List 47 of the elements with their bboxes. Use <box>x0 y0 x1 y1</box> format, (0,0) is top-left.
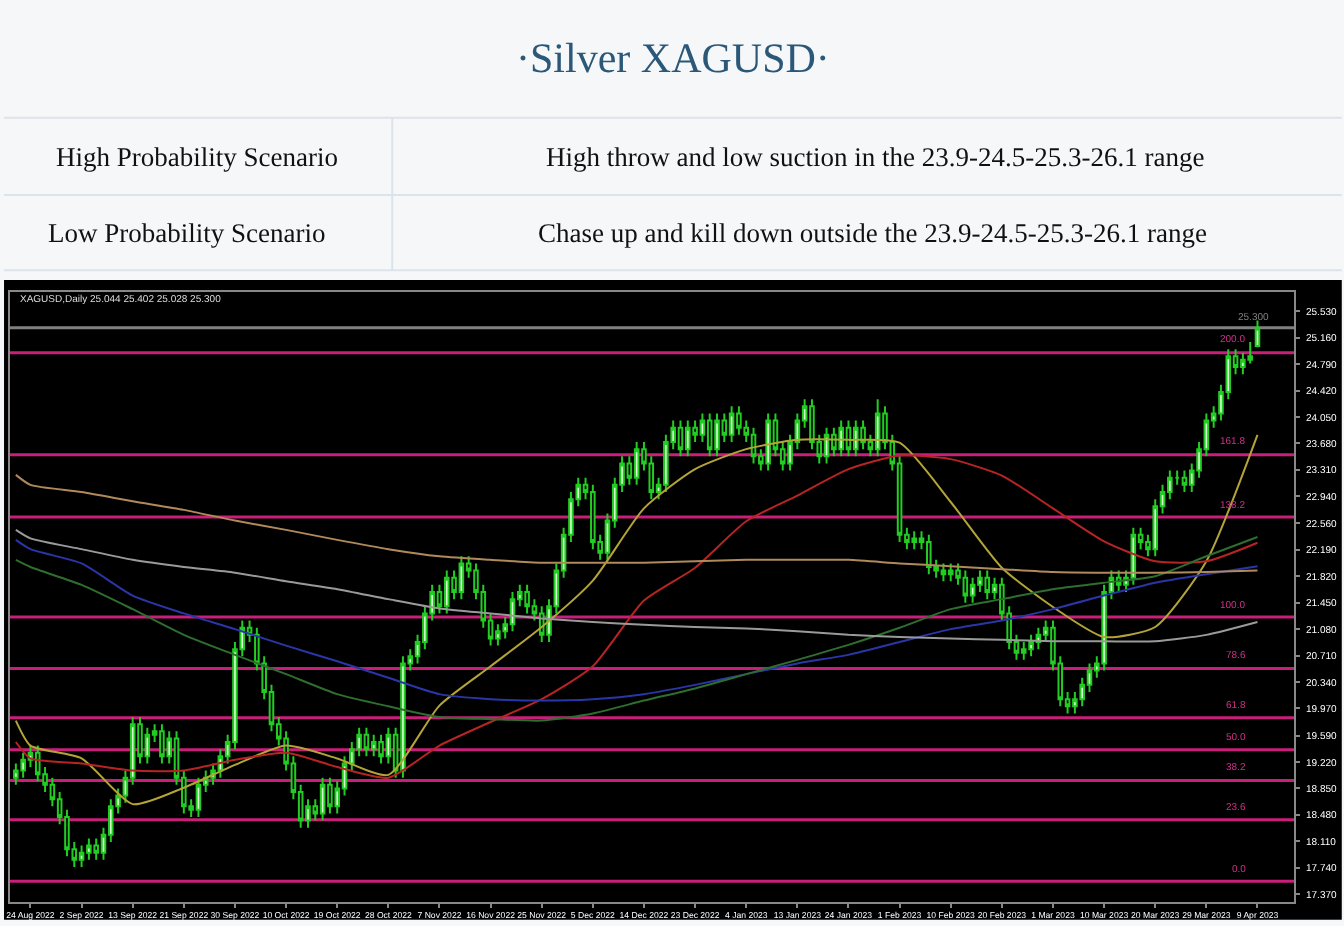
candlestick <box>765 412 771 472</box>
candlestick <box>1181 469 1188 493</box>
candlestick <box>823 426 830 465</box>
candlestick <box>736 405 742 436</box>
candlestick <box>677 419 684 458</box>
candlestick <box>874 398 881 458</box>
candlestick <box>714 412 720 458</box>
candlestick <box>458 555 465 601</box>
line-series <box>14 528 1259 643</box>
chart-title: ·Silver XAGUSD· <box>516 34 830 82</box>
text: High throw and low suction in the 23.9-24.5-25.3-26.1 range <box>546 142 1205 172</box>
candlestick <box>947 562 954 583</box>
candlestick <box>852 419 859 458</box>
line-series <box>14 473 1259 574</box>
candlestick <box>911 530 917 551</box>
candlestick <box>984 569 991 601</box>
candlestick <box>969 576 976 604</box>
candlestick <box>524 583 530 615</box>
candlestick <box>728 405 735 443</box>
candlestick <box>509 591 516 633</box>
candlestick <box>962 569 969 604</box>
candlestick <box>831 426 837 458</box>
candlestick <box>195 776 202 818</box>
candlestick <box>860 419 866 451</box>
candlestick <box>1028 633 1034 658</box>
candlestick <box>86 837 92 861</box>
candlestick <box>159 723 165 765</box>
candlestick <box>443 569 450 615</box>
candlestick <box>363 726 370 758</box>
candlestick <box>633 441 640 486</box>
candlestick <box>319 776 326 822</box>
candlestick <box>20 751 26 779</box>
candlestick <box>706 412 713 458</box>
candlestick <box>327 776 333 815</box>
candlestick <box>685 419 691 458</box>
candlestick <box>940 562 947 583</box>
candlestick <box>400 655 406 779</box>
candlestick <box>370 733 377 758</box>
candlestick <box>926 533 932 576</box>
candlestick <box>838 419 844 458</box>
text: High Probability Scenario <box>56 142 339 172</box>
candlestick <box>1020 641 1027 661</box>
candlestick <box>78 844 85 868</box>
candlestick <box>1254 319 1261 349</box>
text: Low Probability Scenario <box>48 218 326 248</box>
candlestick <box>378 733 384 765</box>
text: Chase up and kill down outside the 23.9-24.5-25.3-26.1 range <box>538 218 1207 248</box>
